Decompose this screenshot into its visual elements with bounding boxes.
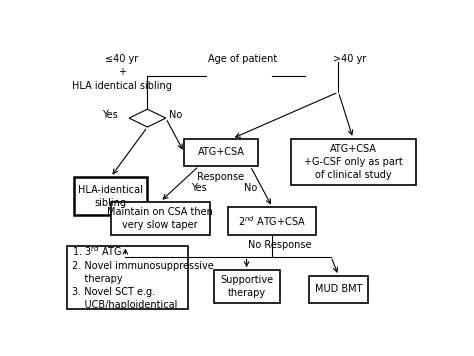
FancyBboxPatch shape <box>110 202 210 235</box>
FancyBboxPatch shape <box>213 270 280 303</box>
FancyBboxPatch shape <box>228 207 316 235</box>
Text: Yes: Yes <box>102 110 118 120</box>
Text: Supportive
therapy: Supportive therapy <box>220 275 273 298</box>
Text: >40 yr: >40 yr <box>333 54 366 64</box>
Text: Response: Response <box>197 172 245 182</box>
Text: 1. $3^{rd}$ ATG
2. Novel immunosuppressive
    therapy
3. Novel SCT e.g.
    UCB: 1. $3^{rd}$ ATG 2. Novel immunosuppressi… <box>72 245 214 310</box>
Text: +: + <box>118 67 126 77</box>
Text: No Response: No Response <box>248 240 311 250</box>
Text: Maintain on CSA then
very slow taper: Maintain on CSA then very slow taper <box>107 207 213 230</box>
Text: HLA identical sibling: HLA identical sibling <box>72 81 172 91</box>
FancyBboxPatch shape <box>309 276 368 303</box>
FancyBboxPatch shape <box>66 246 188 309</box>
Text: $2^{nd}$ ATG+CSA: $2^{nd}$ ATG+CSA <box>238 214 307 228</box>
Text: HLA-identical
sibling: HLA-identical sibling <box>78 185 143 208</box>
Text: Age of patient: Age of patient <box>208 54 278 64</box>
Text: No: No <box>244 183 257 193</box>
Text: ATG+CSA: ATG+CSA <box>198 147 244 157</box>
FancyBboxPatch shape <box>184 139 258 166</box>
FancyBboxPatch shape <box>291 139 416 185</box>
Text: No: No <box>169 110 182 120</box>
Text: ≤40 yr: ≤40 yr <box>105 54 138 64</box>
Text: ATG+CSA
+G-CSF only as part
of clinical study: ATG+CSA +G-CSF only as part of clinical … <box>304 144 402 180</box>
Text: Yes: Yes <box>191 183 207 193</box>
Text: MUD BMT: MUD BMT <box>315 284 362 294</box>
FancyBboxPatch shape <box>74 177 147 215</box>
